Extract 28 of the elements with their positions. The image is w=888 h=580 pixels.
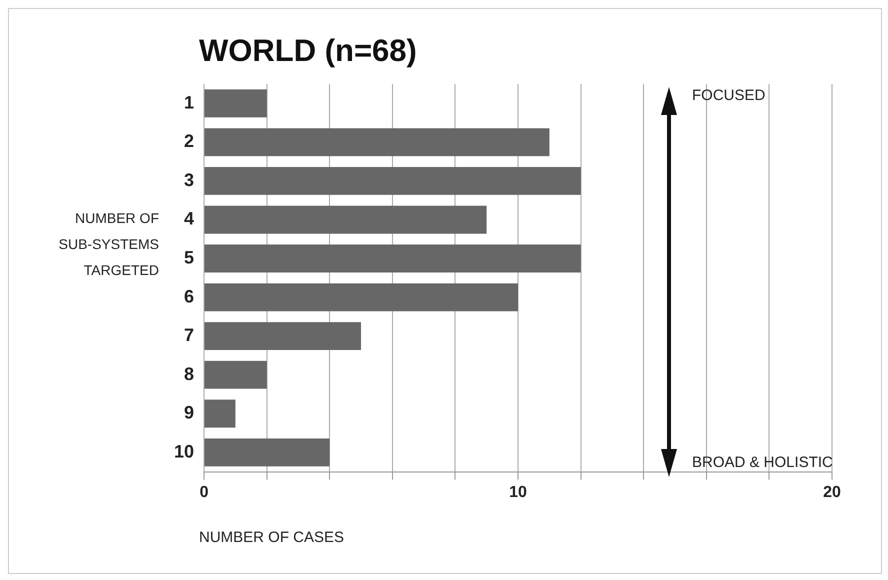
bar <box>204 244 581 272</box>
bar <box>204 128 550 156</box>
annotation: FOCUSED <box>692 87 766 104</box>
y-tick-label: 5 <box>184 247 194 268</box>
y-tick-label: 2 <box>184 131 194 152</box>
y-axis-title: NUMBER OF SUB-SYSTEMS TARGETED <box>58 209 159 280</box>
bar <box>204 438 330 466</box>
annotation: BROAD & HOLISTIC <box>692 454 833 471</box>
y-tick-label: 10 <box>174 441 194 462</box>
y-tick-label: 9 <box>184 402 194 423</box>
y-tick-label: 1 <box>184 92 194 112</box>
x-tick-label: 20 <box>823 484 841 501</box>
bar <box>204 89 267 118</box>
y-tick-label: 6 <box>184 286 194 306</box>
y-tick-label: 4 <box>184 208 194 229</box>
bar <box>204 283 518 312</box>
x-tick-label: 10 <box>509 484 528 501</box>
x-axis-title: NUMBER OF CASES <box>199 529 344 546</box>
bar <box>204 322 362 350</box>
chart-title: WORLD (n=68) <box>199 33 417 69</box>
x-tick-label: 0 <box>200 484 209 501</box>
y-tick-label: 7 <box>184 325 194 346</box>
bar <box>204 206 487 234</box>
y-tick-label: 8 <box>184 364 194 384</box>
bar <box>204 360 267 389</box>
y-tick-label: 3 <box>184 170 194 190</box>
bar <box>204 400 236 428</box>
bar <box>204 166 581 195</box>
